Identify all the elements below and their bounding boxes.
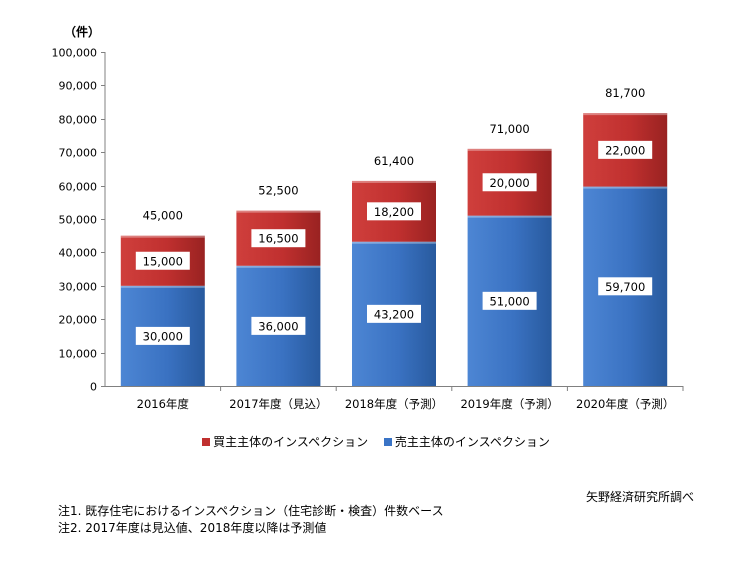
data-label-box [598,277,653,296]
data-label-total: 71,000 [489,122,529,136]
legend-label-seller: 売主主体のインスペクション [394,435,550,449]
legend-swatch-seller [383,437,392,446]
data-label-box [367,304,421,323]
bar-segment-highlight [236,265,321,268]
x-category-label: 2019年度（予測） [460,397,558,411]
data-label-total: 52,500 [258,184,298,198]
x-category-label: 2017年度（見込） [229,397,327,411]
x-category-label: 2020年度（予測） [576,397,674,411]
source-credit: 矢野経済研究所調べ [585,490,694,504]
y-tick-label: 70,000 [59,147,98,160]
bar-segment-highlight [467,215,552,218]
data-label-box [482,173,537,192]
data-label-seller: 43,200 [374,307,414,321]
data-label-box [367,202,421,221]
data-label-seller: 59,700 [605,280,645,294]
data-label-total: 61,400 [374,154,414,168]
bar-segment-highlight [236,210,321,213]
y-tick-label: 60,000 [59,181,98,194]
bar-segment-highlight [352,180,436,183]
data-label-buyer: 22,000 [605,143,645,157]
bar-segment-highlight [120,235,205,238]
data-label-buyer: 15,000 [143,254,183,268]
x-category-label: 2018年度（予測） [345,397,443,411]
data-label-total: 81,700 [605,86,645,100]
data-label-seller: 51,000 [489,294,529,308]
note-1: 注1. 既存住宅におけるインスペクション（住宅診断・検査）件数ベース [58,504,444,518]
data-label-buyer: 18,200 [374,205,414,219]
legend-item-buyer: 買主主体のインスペクション [202,433,368,450]
data-label-buyer: 20,000 [489,176,529,190]
data-label-buyer: 16,500 [258,232,298,246]
bar-segment-highlight [352,241,436,244]
note-2: 注2. 2017年度は見込値、2018年度以降は予測値 [58,521,327,535]
y-tick-label: 80,000 [59,114,98,127]
data-label-box [251,316,306,335]
y-tick-label: 100,000 [52,47,98,60]
data-label-seller: 36,000 [258,319,298,333]
data-label-box [251,229,306,248]
bar-segment-highlight [120,285,205,288]
data-label-seller: 30,000 [143,329,183,343]
y-tick-label: 30,000 [59,281,98,294]
y-tick-label: 10,000 [59,348,98,361]
legend-item-seller: 売主主体のインスペクション [383,433,550,450]
y-tick-label: 40,000 [59,247,98,260]
legend: 買主主体のインスペクション 売主主体のインスペクション [0,433,752,450]
data-label-box [598,140,653,159]
bar-segment-highlight [583,113,668,116]
y-unit-label: （件） [64,24,100,39]
notes: 注1. 既存住宅におけるインスペクション（住宅診断・検査）件数ベース 注2. 2… [58,503,444,537]
x-category-label: 2016年度 [137,397,190,411]
data-label-box [135,251,190,270]
data-label-box [135,326,190,345]
data-label-total: 45,000 [143,209,183,223]
legend-swatch-buyer [202,437,211,446]
y-tick-label: 90,000 [59,80,98,93]
legend-label-buyer: 買主主体のインスペクション [213,435,369,449]
y-tick-label: 50,000 [59,214,98,227]
bar-segment-highlight [583,186,668,189]
bar-segment-highlight [467,148,552,151]
y-tick-label: 0 [90,381,97,394]
data-label-box [482,291,537,310]
y-tick-label: 20,000 [59,314,98,327]
